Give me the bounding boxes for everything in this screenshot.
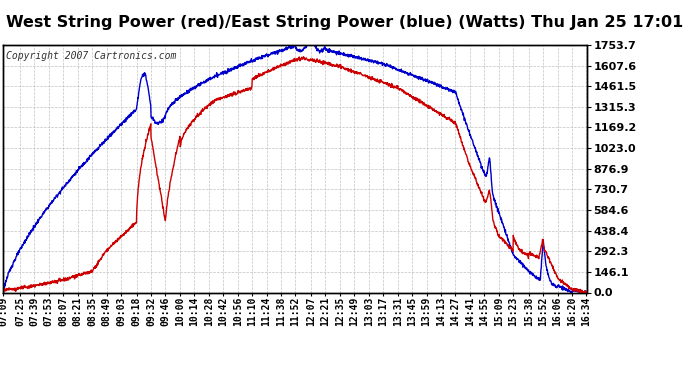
Text: West String Power (red)/East String Power (blue) (Watts) Thu Jan 25 17:01: West String Power (red)/East String Powe… — [6, 15, 684, 30]
Text: Copyright 2007 Cartronics.com: Copyright 2007 Cartronics.com — [6, 51, 177, 61]
